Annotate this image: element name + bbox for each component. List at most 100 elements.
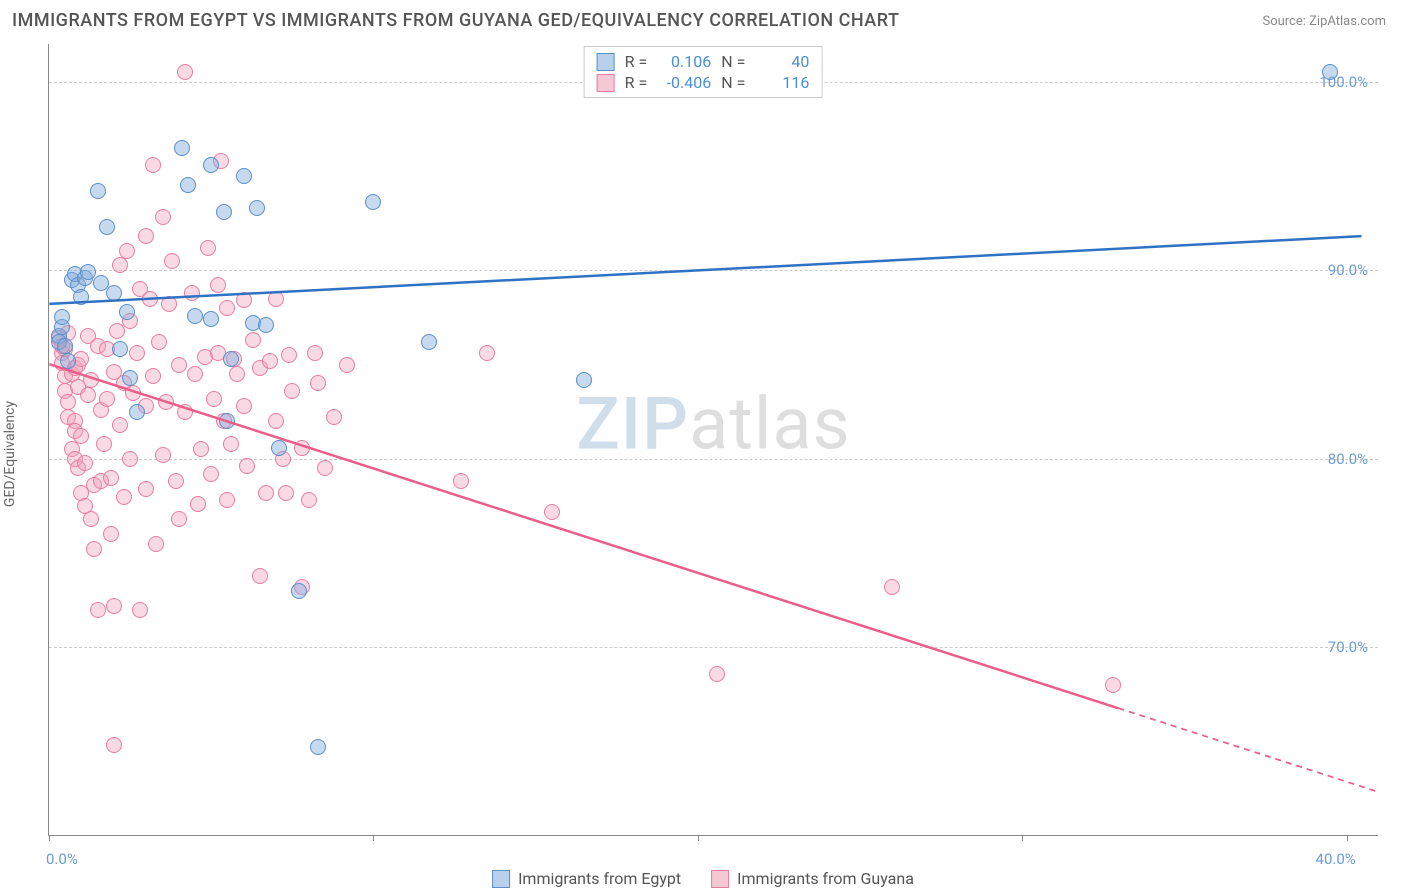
swatch-guyana-bottom	[711, 870, 729, 888]
scatter-point	[112, 417, 128, 433]
scatter-point	[1322, 64, 1338, 80]
x-tick	[1347, 835, 1348, 841]
scatter-point	[203, 466, 219, 482]
scatter-point	[709, 666, 725, 682]
scatter-point	[171, 357, 187, 373]
scatter-point	[106, 598, 122, 614]
scatter-point	[219, 413, 235, 429]
scatter-point	[138, 228, 154, 244]
scatter-point	[177, 64, 193, 80]
scatter-point	[151, 334, 167, 350]
scatter-point	[155, 209, 171, 225]
scatter-point	[73, 289, 89, 305]
scatter-point	[229, 366, 245, 382]
n-value-guyana: 116	[755, 73, 809, 92]
scatter-point	[80, 387, 96, 403]
scatter-point	[158, 394, 174, 410]
scatter-point	[99, 391, 115, 407]
scatter-point	[252, 568, 268, 584]
scatter-point	[219, 492, 235, 508]
scatter-point	[60, 353, 76, 369]
x-tick	[373, 835, 374, 841]
scatter-point	[142, 291, 158, 307]
r-label: R =	[625, 52, 648, 71]
scatter-point	[236, 168, 252, 184]
scatter-point	[453, 473, 469, 489]
scatter-point	[125, 385, 141, 401]
watermark: ZIPatlas	[576, 381, 850, 466]
y-axis-label: GED/Equivalency	[2, 401, 18, 507]
scatter-point	[90, 602, 106, 618]
scatter-point	[122, 370, 138, 386]
scatter-plot-area: ZIPatlas 70.0%80.0%90.0%100.0%	[48, 44, 1378, 836]
scatter-point	[129, 404, 145, 420]
scatter-point	[83, 511, 99, 527]
scatter-point	[203, 157, 219, 173]
scatter-point	[77, 455, 93, 471]
scatter-point	[90, 183, 106, 199]
swatch-guyana	[597, 74, 615, 92]
x-tick	[1022, 835, 1023, 841]
scatter-point	[236, 292, 252, 308]
scatter-point	[310, 375, 326, 391]
scatter-point	[206, 391, 222, 407]
scatter-point	[155, 447, 171, 463]
scatter-point	[60, 394, 76, 410]
scatter-point	[284, 383, 300, 399]
scatter-point	[187, 308, 203, 324]
scatter-point	[258, 317, 274, 333]
scatter-point	[180, 177, 196, 193]
scatter-point	[54, 309, 70, 325]
scatter-point	[86, 541, 102, 557]
scatter-point	[271, 440, 287, 456]
n-value-egypt: 40	[755, 52, 809, 71]
scatter-point	[164, 253, 180, 269]
scatter-point	[145, 368, 161, 384]
scatter-point	[148, 536, 164, 552]
scatter-point	[83, 372, 99, 388]
scatter-point	[262, 353, 278, 369]
scatter-point	[184, 285, 200, 301]
scatter-point	[190, 496, 206, 512]
stats-legend-row-egypt: R = 0.106 N = 40	[597, 51, 810, 72]
scatter-point	[187, 366, 203, 382]
source-attribution: Source: ZipAtlas.com	[1262, 14, 1386, 29]
swatch-egypt-bottom	[492, 870, 510, 888]
scatter-point	[245, 332, 261, 348]
scatter-point	[57, 338, 73, 354]
n-label: N =	[721, 52, 745, 71]
scatter-point	[219, 300, 235, 316]
series-legend-egypt: Immigrants from Egypt	[492, 869, 681, 888]
scatter-point	[421, 334, 437, 350]
scatter-point	[106, 737, 122, 753]
scatter-point	[129, 345, 145, 361]
scatter-point	[168, 473, 184, 489]
stats-legend-row-guyana: R = -0.406 N = 116	[597, 72, 810, 93]
scatter-point	[223, 351, 239, 367]
scatter-point	[119, 243, 135, 259]
n-label: N =	[721, 73, 745, 92]
scatter-point	[203, 311, 219, 327]
scatter-point	[112, 341, 128, 357]
series-name-guyana: Immigrants from Guyana	[737, 869, 914, 888]
y-tick-label: 70.0%	[1328, 638, 1368, 656]
scatter-point	[365, 194, 381, 210]
swatch-egypt	[597, 53, 615, 71]
scatter-point	[103, 526, 119, 542]
scatter-point	[339, 357, 355, 373]
series-legend: Immigrants from Egypt Immigrants from Gu…	[492, 869, 914, 888]
scatter-point	[171, 511, 187, 527]
scatter-point	[177, 404, 193, 420]
scatter-point	[239, 458, 255, 474]
scatter-point	[310, 739, 326, 755]
gridline	[49, 647, 1378, 648]
scatter-point	[307, 345, 323, 361]
scatter-point	[116, 489, 132, 505]
trend-lines-layer	[49, 44, 1378, 835]
scatter-point	[132, 602, 148, 618]
scatter-point	[249, 200, 265, 216]
scatter-point	[200, 240, 216, 256]
x-tick	[49, 835, 50, 841]
scatter-point	[103, 470, 119, 486]
scatter-point	[138, 481, 154, 497]
